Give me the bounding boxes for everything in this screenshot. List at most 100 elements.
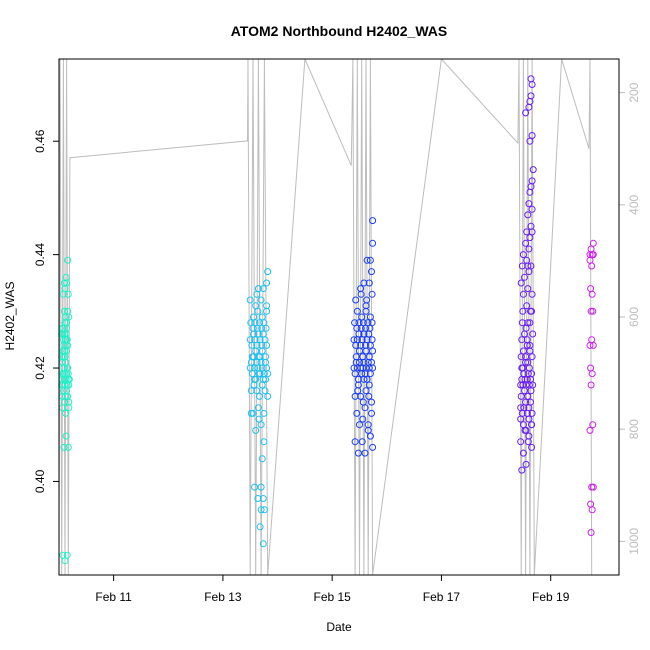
- data-point: [353, 409, 361, 417]
- data-point: [528, 228, 536, 236]
- data-point: [360, 279, 368, 287]
- series-1: [246, 268, 272, 548]
- data-point: [252, 347, 260, 355]
- data-point: [524, 262, 532, 270]
- data-point: [517, 279, 525, 287]
- data-point: [589, 483, 597, 491]
- data-point: [524, 392, 532, 400]
- data-point: [588, 290, 596, 298]
- data-point: [526, 234, 534, 242]
- data-point: [62, 409, 70, 417]
- data-point: [356, 421, 363, 429]
- data-point: [363, 256, 371, 264]
- data-point: [365, 279, 373, 287]
- data-point: [258, 313, 266, 321]
- data-point: [366, 432, 374, 440]
- data-point: [64, 256, 72, 264]
- data-point: [362, 302, 370, 310]
- data-point: [260, 438, 268, 446]
- data-point: [522, 353, 530, 361]
- data-point: [351, 370, 359, 378]
- x-tick-label: Feb 15: [313, 590, 351, 604]
- data-point: [254, 285, 262, 293]
- data-point: [254, 495, 262, 502]
- data-point: [368, 319, 376, 327]
- data-point: [527, 262, 535, 270]
- data-point: [364, 426, 372, 434]
- series-4: [586, 239, 597, 536]
- right-tick-label: 1000: [627, 528, 641, 555]
- data-point: [255, 415, 263, 423]
- data-point: [366, 256, 374, 264]
- data-point: [369, 347, 377, 355]
- y-tick-label: 0.46: [33, 129, 47, 153]
- data-point: [524, 319, 532, 327]
- data-point: [362, 387, 370, 395]
- data-point: [354, 381, 362, 389]
- series-0: [58, 256, 73, 565]
- data-point: [257, 296, 265, 304]
- x-tick-label: Feb 13: [204, 590, 242, 604]
- data-point: [64, 290, 72, 298]
- data-point: [524, 211, 532, 219]
- data-point: [258, 455, 266, 463]
- data-point: [262, 375, 269, 383]
- data-point: [523, 302, 531, 310]
- series-2: [350, 217, 377, 457]
- data-point: [365, 381, 373, 389]
- data-point: [361, 449, 369, 457]
- data-point: [528, 132, 536, 139]
- data-point: [366, 313, 374, 321]
- data-point: [519, 421, 527, 429]
- data-point: [360, 375, 368, 383]
- data-point: [518, 336, 526, 344]
- data-point: [528, 177, 536, 185]
- data-point: [528, 421, 536, 429]
- data-point: [526, 319, 534, 327]
- data-point: [588, 506, 596, 514]
- profile-line-layer: [59, 59, 593, 575]
- data-point: [586, 256, 594, 264]
- data-point: [257, 506, 265, 514]
- chart-title: ATOM2 Northbound H2402_WAS: [231, 23, 448, 39]
- data-point: [259, 495, 267, 502]
- data-point: [62, 273, 70, 281]
- data-point: [261, 387, 269, 395]
- data-point: [358, 313, 366, 321]
- data-point: [362, 347, 370, 355]
- data-point: [357, 285, 365, 293]
- data-point: [365, 353, 373, 361]
- data-point: [359, 415, 367, 423]
- data-point: [525, 200, 533, 208]
- data-point: [522, 358, 530, 366]
- data-point: [352, 296, 360, 304]
- x-tick-label: Feb 17: [423, 590, 461, 604]
- data-point: [369, 443, 377, 451]
- data-point: [524, 285, 532, 293]
- data-point: [519, 290, 527, 298]
- plot-frame: [58, 58, 620, 576]
- data-point: [252, 426, 260, 434]
- data-point: [527, 398, 534, 406]
- data-point: [256, 523, 264, 531]
- data-point: [354, 449, 362, 457]
- data-point: [528, 443, 536, 451]
- data-point: [524, 438, 532, 446]
- data-point: [248, 353, 256, 361]
- data-point: [368, 290, 376, 298]
- data-point: [257, 483, 265, 491]
- data-points-layer: [58, 75, 597, 565]
- data-point: [263, 302, 271, 310]
- data-point: [586, 426, 594, 434]
- data-point: [587, 500, 595, 508]
- data-point: [589, 341, 597, 349]
- data-point: [587, 381, 595, 389]
- right-tick-label: 200: [627, 82, 641, 102]
- data-point: [358, 438, 366, 446]
- data-point: [519, 307, 527, 315]
- data-point: [262, 358, 269, 366]
- data-point: [517, 415, 525, 423]
- data-point: [525, 245, 533, 253]
- data-point: [251, 375, 259, 383]
